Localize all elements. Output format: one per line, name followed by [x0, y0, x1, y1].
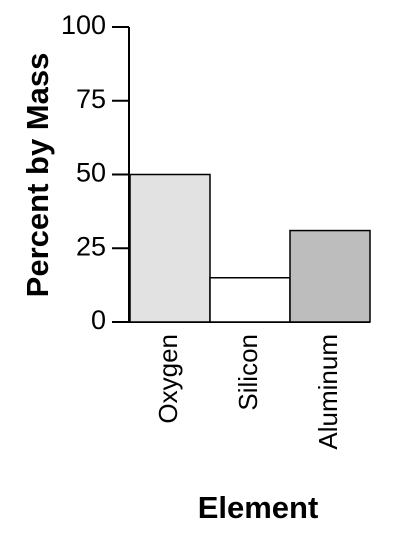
y-tick-label: 25: [76, 231, 106, 261]
bar: [129, 173, 211, 323]
x-tick-label: Aluminum: [313, 334, 343, 450]
x-tick-label: Oxygen: [153, 334, 183, 424]
x-tick-label: Silicon: [233, 334, 263, 411]
y-axis-label: Percent by Mass: [20, 53, 55, 298]
bar: [209, 277, 291, 323]
y-tick-label: 75: [76, 84, 106, 114]
y-tick-label: 100: [61, 10, 106, 40]
y-tick-label: 0: [91, 305, 106, 335]
y-tick-label: 50: [76, 158, 106, 188]
x-axis-label: Element: [198, 490, 319, 525]
bar: [289, 229, 371, 323]
